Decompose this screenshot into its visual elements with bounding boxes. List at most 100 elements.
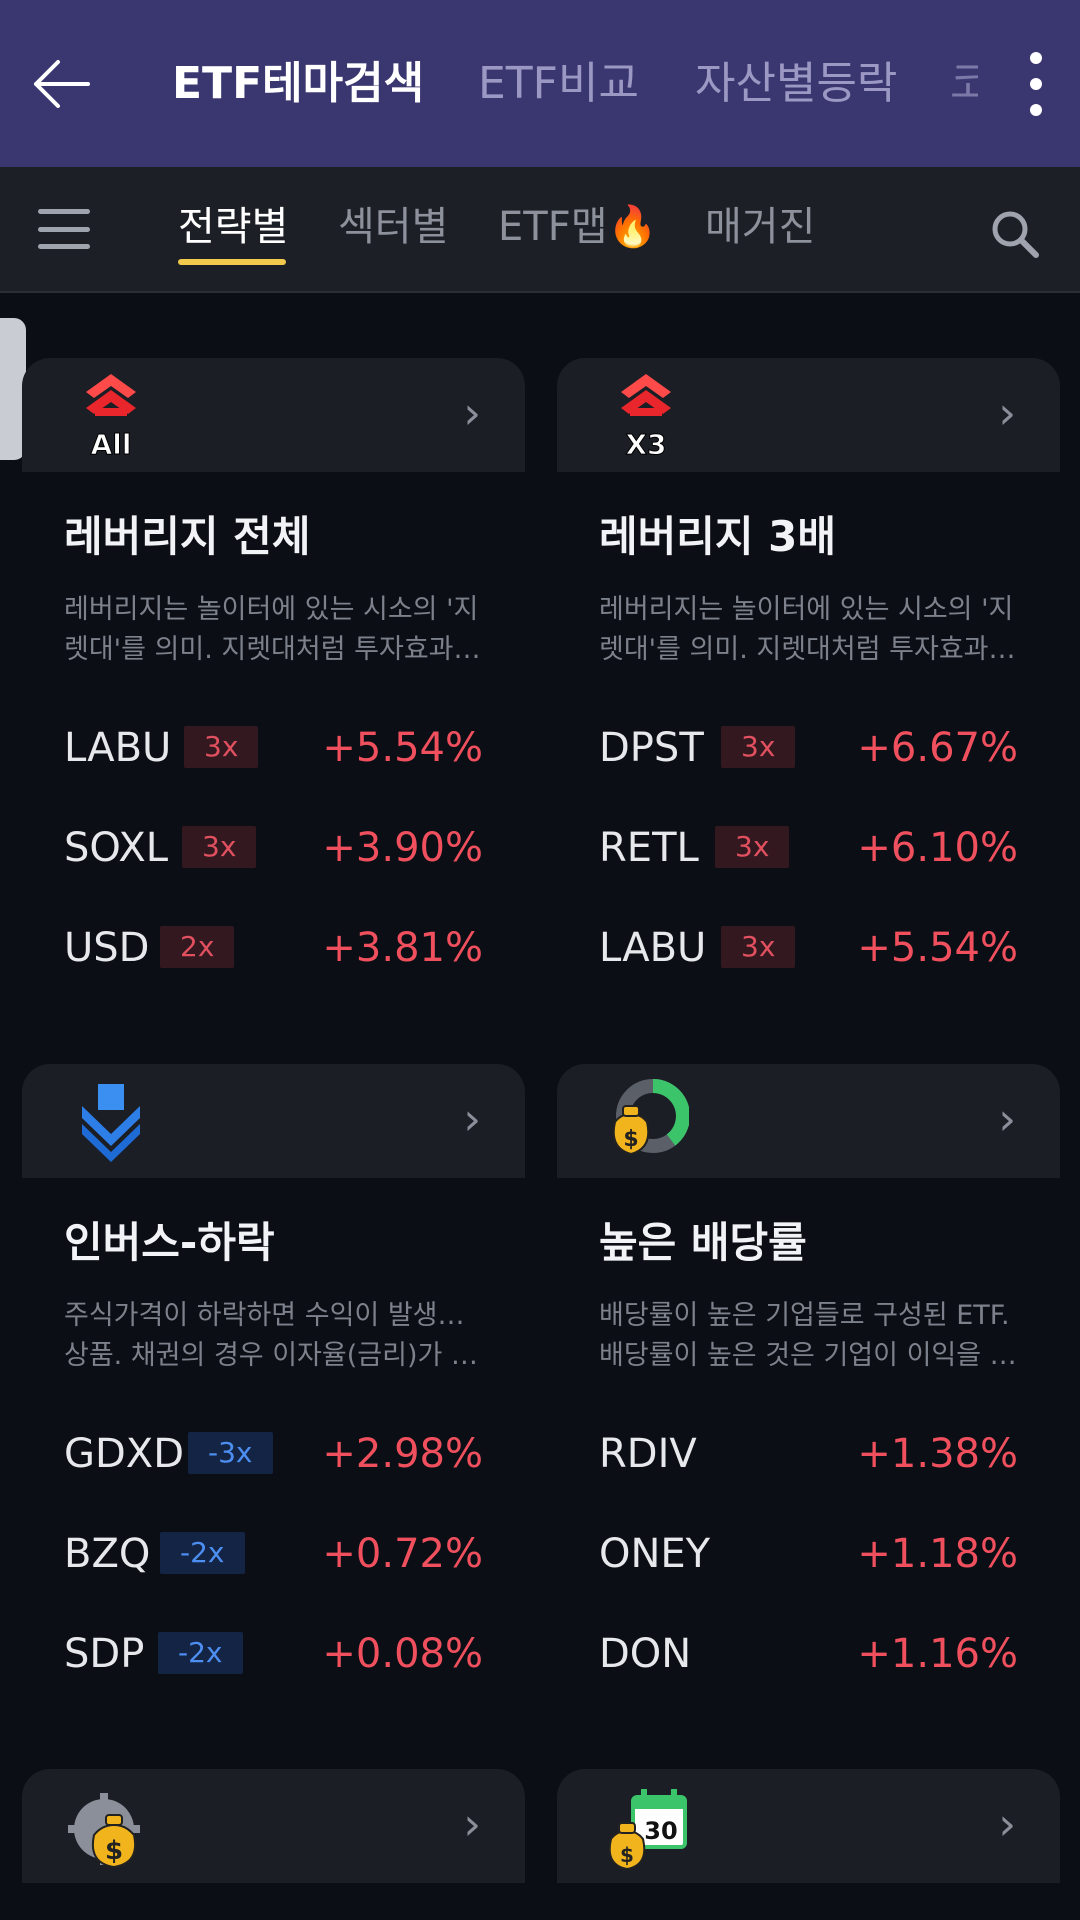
leverage-badge: 3x: [184, 726, 259, 768]
card-description: 레버리지는 놀이터에 있는 시소의 '지 렛대'를 의미. 지렛대처럼 투자효과…: [64, 594, 481, 665]
card-description: 레버리지는 놀이터에 있는 시소의 '지 렛대'를 의미. 지렛대처럼 투자효과…: [599, 594, 1016, 665]
theme-card-partial-1[interactable]: $ ›: [22, 1769, 525, 1883]
search-icon: [992, 211, 1039, 258]
kebab-dot: [1030, 52, 1042, 64]
card-description: 주식가격이 하락하면 수익이 발생하는 상품. 채권의 경우 이자율(금리)가 …: [64, 1300, 487, 1371]
ticker: GDXD: [64, 1431, 184, 1477]
change-percent: +2.98%: [322, 1431, 483, 1477]
card-header[interactable]: All ›: [22, 358, 525, 472]
change-percent: +0.08%: [322, 1631, 483, 1677]
card-title: 레버리지 3배: [599, 512, 837, 561]
card-header[interactable]: 30 $ ›: [557, 1769, 1060, 1883]
svg-text:X3: X3: [625, 428, 666, 458]
tab-strategy[interactable]: 전략별: [178, 204, 289, 250]
change-percent: +3.90%: [322, 825, 483, 871]
tab-etf-map[interactable]: ETF맵🔥: [498, 204, 658, 250]
ticker: USD: [64, 925, 150, 971]
etf-row[interactable]: DPST 3x +6.67%: [557, 698, 1060, 798]
etf-row[interactable]: USD 2x +3.81%: [22, 898, 525, 998]
tab-asset-change[interactable]: 자산별등락: [695, 58, 898, 109]
leverage-badge: -2x: [158, 1632, 243, 1674]
etf-row[interactable]: GDXD -3x +2.98%: [22, 1404, 525, 1504]
active-tab-indicator: [178, 259, 286, 265]
leverage-badge: 2x: [160, 926, 235, 968]
kebab-dot: [1030, 78, 1042, 90]
change-percent: +3.81%: [322, 925, 483, 971]
card-header[interactable]: ›: [22, 1064, 525, 1178]
money-gear-icon: $: [68, 1793, 140, 1869]
card-header[interactable]: $ ›: [557, 1064, 1060, 1178]
change-percent: +1.16%: [857, 1631, 1018, 1677]
more-options-button[interactable]: [1010, 44, 1062, 124]
etf-row[interactable]: DON +1.16%: [557, 1604, 1060, 1704]
ticker: DON: [599, 1631, 692, 1677]
tab-magazine[interactable]: 매거진: [705, 204, 816, 250]
theme-card-inverse[interactable]: › 인버스-하락 주식가격이 하락하면 수익이 발생하는 상품. 채권의 경우 …: [22, 1064, 525, 1704]
ticker: DPST: [599, 725, 704, 771]
tab-sector[interactable]: 섹터별: [338, 204, 449, 250]
etf-row[interactable]: BZQ -2x +0.72%: [22, 1504, 525, 1604]
theme-card-high-dividend[interactable]: $ › 높은 배당률 배당률이 높은 기업들로 구성된 ETF. 배당률이 높은…: [557, 1064, 1060, 1704]
leverage-badge: -2x: [160, 1532, 245, 1574]
ticker: RETL: [599, 825, 699, 871]
ticker: LABU: [64, 725, 172, 771]
etf-row[interactable]: RDIV +1.38%: [557, 1404, 1060, 1504]
tab-etf-compare[interactable]: ETF비교: [478, 58, 639, 109]
svg-text:$: $: [105, 1836, 123, 1866]
etf-row[interactable]: SOXL 3x +3.90%: [22, 798, 525, 898]
leverage-badge: 3x: [721, 926, 796, 968]
change-percent: +6.10%: [857, 825, 1018, 871]
tab-etf-theme-search[interactable]: ETF테마검색: [172, 58, 425, 109]
ticker: ONEY: [599, 1531, 711, 1577]
etf-row[interactable]: LABU 3x +5.54%: [557, 898, 1060, 998]
ticker: SDP: [64, 1631, 145, 1677]
top-app-bar: ETF테마검색 ETF비교 자산별등락 코: [0, 0, 1080, 167]
card-title: 높은 배당률: [599, 1218, 807, 1267]
leverage-3x-icon: X3: [621, 374, 671, 458]
leverage-badge: 3x: [182, 826, 257, 868]
etf-row[interactable]: RETL 3x +6.10%: [557, 798, 1060, 898]
monthly-dividend-calendar-icon: 30 $: [608, 1789, 687, 1869]
card-title: 인버스-하락: [64, 1218, 275, 1267]
chevron-right-icon: ›: [998, 388, 1016, 439]
dividend-money-bag-icon: $: [612, 1079, 689, 1156]
ticker: BZQ: [64, 1531, 151, 1577]
change-percent: +5.54%: [322, 725, 483, 771]
change-percent: +0.72%: [322, 1531, 483, 1577]
card-header[interactable]: $ ›: [22, 1769, 525, 1883]
ticker: RDIV: [599, 1431, 697, 1477]
back-arrow-icon: [34, 60, 90, 108]
card-header[interactable]: X3 ›: [557, 358, 1060, 472]
kebab-dot: [1030, 104, 1042, 116]
chevron-right-icon: ›: [998, 1799, 1016, 1850]
etf-row[interactable]: SDP -2x +0.08%: [22, 1604, 525, 1704]
back-button[interactable]: [22, 42, 98, 126]
change-percent: +6.67%: [857, 725, 1018, 771]
change-percent: +1.18%: [857, 1531, 1018, 1577]
etf-row[interactable]: ONEY +1.18%: [557, 1504, 1060, 1604]
leverage-badge: 3x: [721, 726, 796, 768]
change-percent: +5.54%: [857, 925, 1018, 971]
etf-row[interactable]: LABU 3x +5.54%: [22, 698, 525, 798]
sub-navigation: 전략별 섹터별 ETF맵🔥 매거진: [0, 167, 1080, 293]
chevron-right-icon: ›: [463, 1799, 481, 1850]
card-title: 레버리지 전체: [64, 512, 311, 561]
inverse-down-arrow-icon: [82, 1084, 140, 1162]
tab-overflow-partial[interactable]: 코: [950, 58, 978, 109]
change-percent: +1.38%: [857, 1431, 1018, 1477]
search-button[interactable]: [988, 207, 1042, 261]
leverage-all-icon: All: [86, 374, 136, 458]
svg-text:All: All: [91, 428, 132, 458]
menu-icon[interactable]: [38, 209, 90, 249]
svg-text:$: $: [620, 1843, 634, 1867]
chevron-right-icon: ›: [463, 388, 481, 439]
svg-text:$: $: [623, 1127, 638, 1152]
theme-card-partial-2[interactable]: 30 $ ›: [557, 1769, 1060, 1883]
card-description: 배당률이 높은 기업들로 구성된 ETF. 배당률이 높은 것은 기업이 이익을…: [599, 1300, 1017, 1371]
theme-card-leverage-all[interactable]: All › 레버리지 전체 레버리지는 놀이터에 있는 시소의 '지 렛대'를 …: [22, 358, 525, 998]
svg-text:30: 30: [644, 1817, 677, 1845]
ticker: LABU: [599, 925, 707, 971]
side-drawer-handle[interactable]: [0, 318, 26, 460]
theme-card-leverage-3x[interactable]: X3 › 레버리지 3배 레버리지는 놀이터에 있는 시소의 '지 렛대'를 의…: [557, 358, 1060, 998]
leverage-badge: 3x: [715, 826, 790, 868]
